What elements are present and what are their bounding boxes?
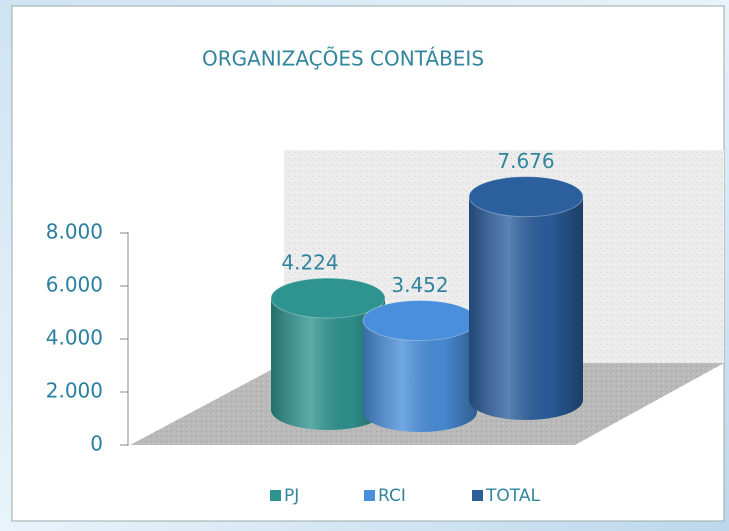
y-tick-label: 8.000 [46,220,103,244]
cylinder [270,277,386,430]
cylinder-shade [469,196,583,420]
value-label: 4.224 [281,251,338,275]
cylinder-top [362,300,478,342]
cylinder-shade [271,298,385,430]
legend-label: PJ [284,486,299,506]
legend-swatch [364,490,375,501]
cylinder-top [468,176,584,218]
cylinder [362,300,478,432]
cylinder-shade [363,320,477,432]
cylinder-top [270,277,386,319]
y-tick-label: 2.000 [46,379,103,403]
cylinder [468,176,584,420]
y-tick-label: 6.000 [46,273,103,297]
value-label: 3.452 [391,273,448,297]
legend-swatch [472,490,483,501]
chart-title: ORGANIZAÇÕES CONTÁBEIS [202,47,484,71]
y-tick-label: 0 [90,432,103,456]
y-tick-label: 4.000 [46,326,103,350]
plot [270,176,584,432]
legend-swatch [270,490,281,501]
value-label: 7.676 [497,149,554,173]
legend-label: RCI [378,486,406,506]
legend-label: TOTAL [485,486,540,506]
